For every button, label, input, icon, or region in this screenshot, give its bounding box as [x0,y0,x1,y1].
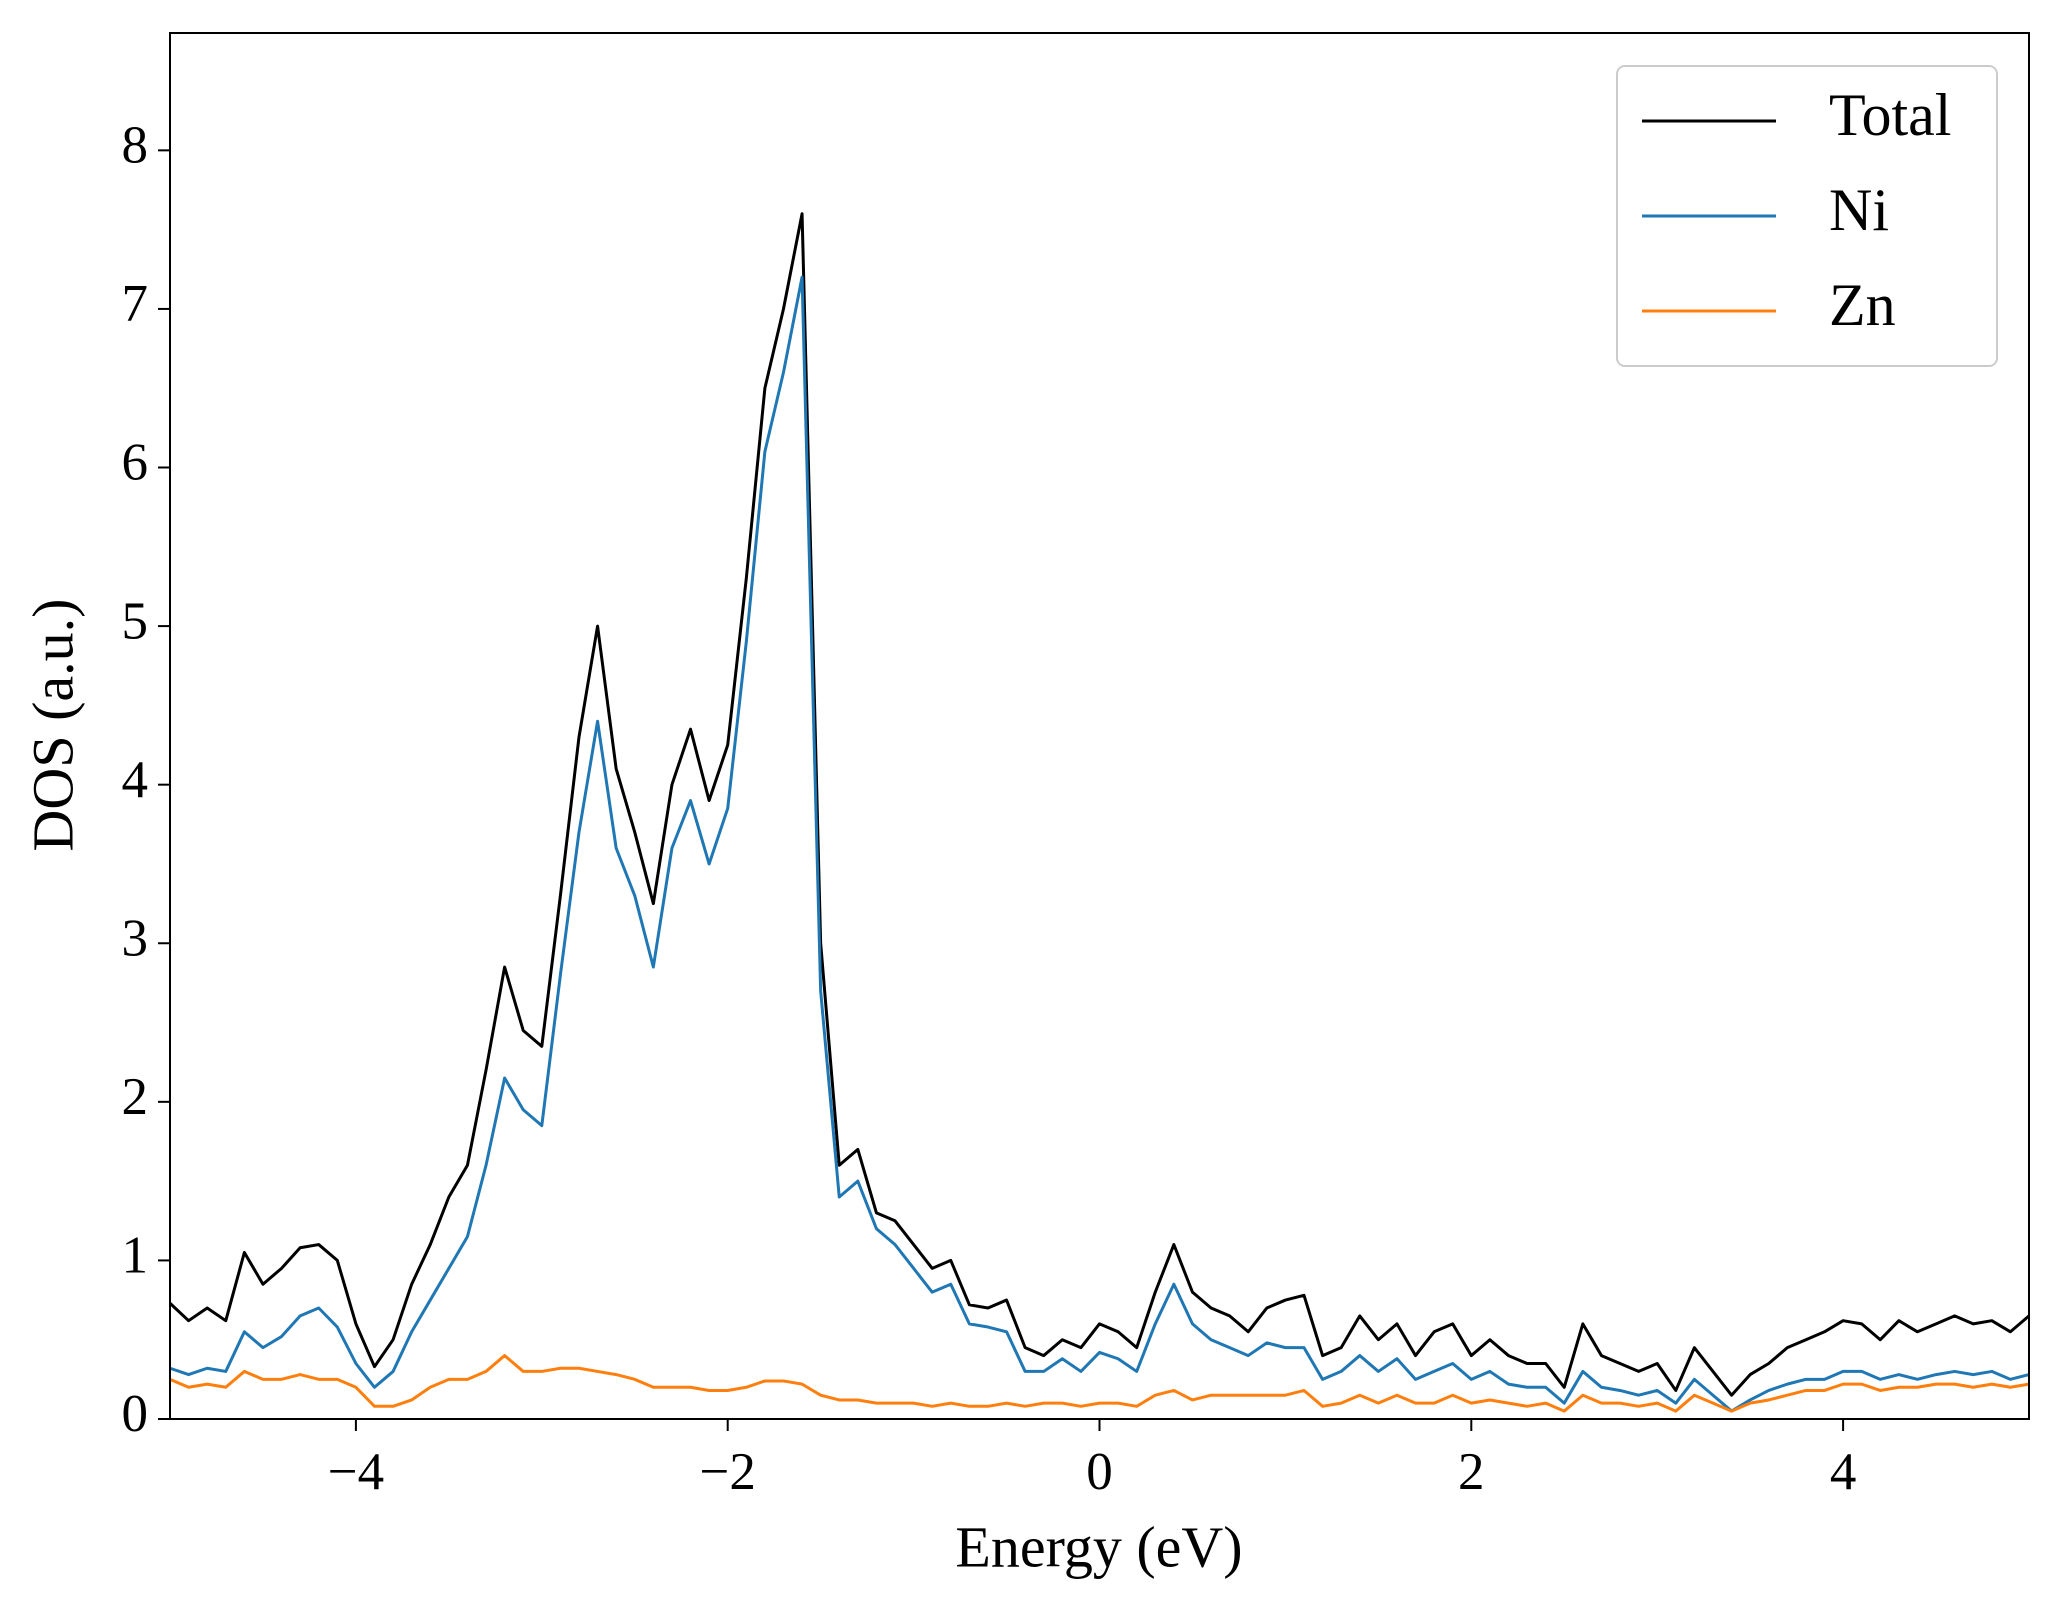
y-tick-label: 4 [122,751,149,809]
x-axis-label: Energy (eV) [955,1514,1242,1579]
plot-frame [169,32,2030,1420]
x-tick-label: 0 [1086,1443,1113,1501]
y-tick-label: 8 [122,117,149,175]
series-line [169,275,2030,1413]
y-tick-label: 3 [122,909,149,967]
y-tick-label: 6 [122,434,149,492]
y-tick-label: 1 [122,1227,149,1285]
y-tick-label: 0 [122,1385,149,1443]
y-axis-label: DOS (a.u.) [20,599,85,852]
legend-box [1616,65,1998,367]
y-tick-label: 5 [122,592,149,650]
legend-label: Total [1829,82,1951,148]
x-tick-label: −4 [328,1443,384,1501]
legend-label: Zn [1829,272,1896,338]
y-tick-label: 2 [122,1068,149,1126]
series-line [168,212,2030,1397]
y-tick-label: 7 [122,275,149,333]
series-line [169,1354,2030,1413]
x-tick-label: 4 [1830,1443,1857,1501]
x-tick-label: 2 [1458,1443,1485,1501]
legend-label: Ni [1829,177,1889,243]
x-tick-label: −2 [700,1443,756,1501]
